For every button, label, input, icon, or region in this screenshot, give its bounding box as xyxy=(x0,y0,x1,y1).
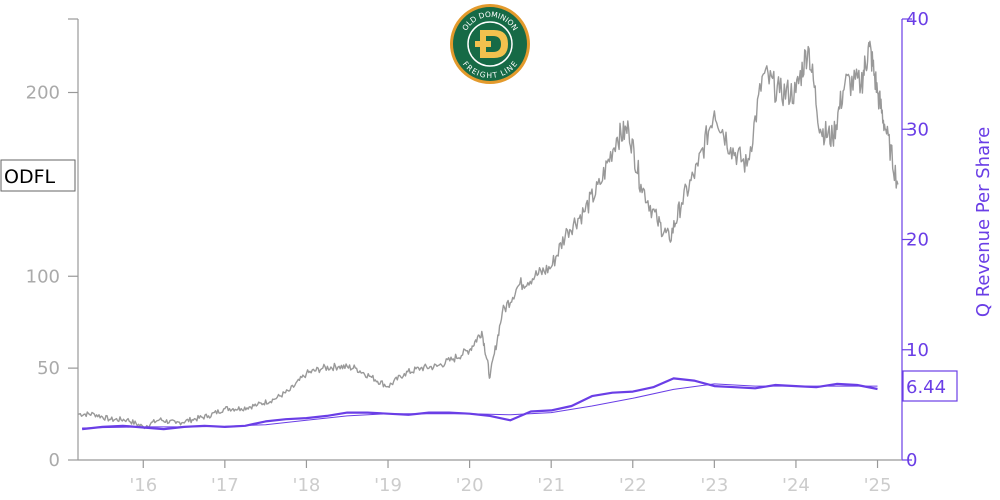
plot-area xyxy=(78,40,899,431)
x-tick-label: '17 xyxy=(211,475,239,496)
axes: 0 50 100 200 0 10 20 30 40 '16 '17 '18 '19 '20 '21 '22 '… xyxy=(26,9,929,496)
left-tick-label: 100 xyxy=(26,266,60,287)
right-tick-label: 0 xyxy=(906,450,917,471)
right-tick-label: 10 xyxy=(906,340,929,361)
x-tick-label: '16 xyxy=(129,475,157,496)
latest-value-label: 6.44 xyxy=(906,377,946,398)
x-tick-label: '18 xyxy=(293,475,321,496)
x-tick-label: '21 xyxy=(537,475,565,496)
left-tick-label: 200 xyxy=(26,83,60,104)
x-tick-label: '20 xyxy=(456,475,484,496)
right-tick-label: 20 xyxy=(906,230,929,251)
right-axis-title: Q Revenue Per Share xyxy=(973,127,994,317)
logo-inner-ring xyxy=(467,21,513,67)
left-tick-label: 0 xyxy=(49,450,60,471)
ticker-label: ODFL xyxy=(4,166,56,188)
right-tick-label: 30 xyxy=(906,119,929,140)
x-tick-label: '23 xyxy=(700,475,728,496)
chart-labels: Q Revenue Per Share ODFL 6.44 xyxy=(0,127,994,402)
x-tick-label: '19 xyxy=(374,475,402,496)
latest-value-box xyxy=(902,370,958,402)
price-line xyxy=(78,40,899,430)
right-tick-label: 40 xyxy=(906,9,929,30)
logo-monogram xyxy=(480,30,508,58)
ticker-label-box xyxy=(0,159,76,192)
x-tick-label: '24 xyxy=(782,475,810,496)
logo-monogram-bar xyxy=(475,41,491,47)
x-tick-label: '22 xyxy=(619,475,647,496)
odfl-logo: OLD DOMINION FREIGHT LINE xyxy=(450,4,530,84)
x-tick-label: '25 xyxy=(864,475,892,496)
left-tick-label: 50 xyxy=(37,358,60,379)
revenue-per-share-trend-line xyxy=(82,383,878,429)
